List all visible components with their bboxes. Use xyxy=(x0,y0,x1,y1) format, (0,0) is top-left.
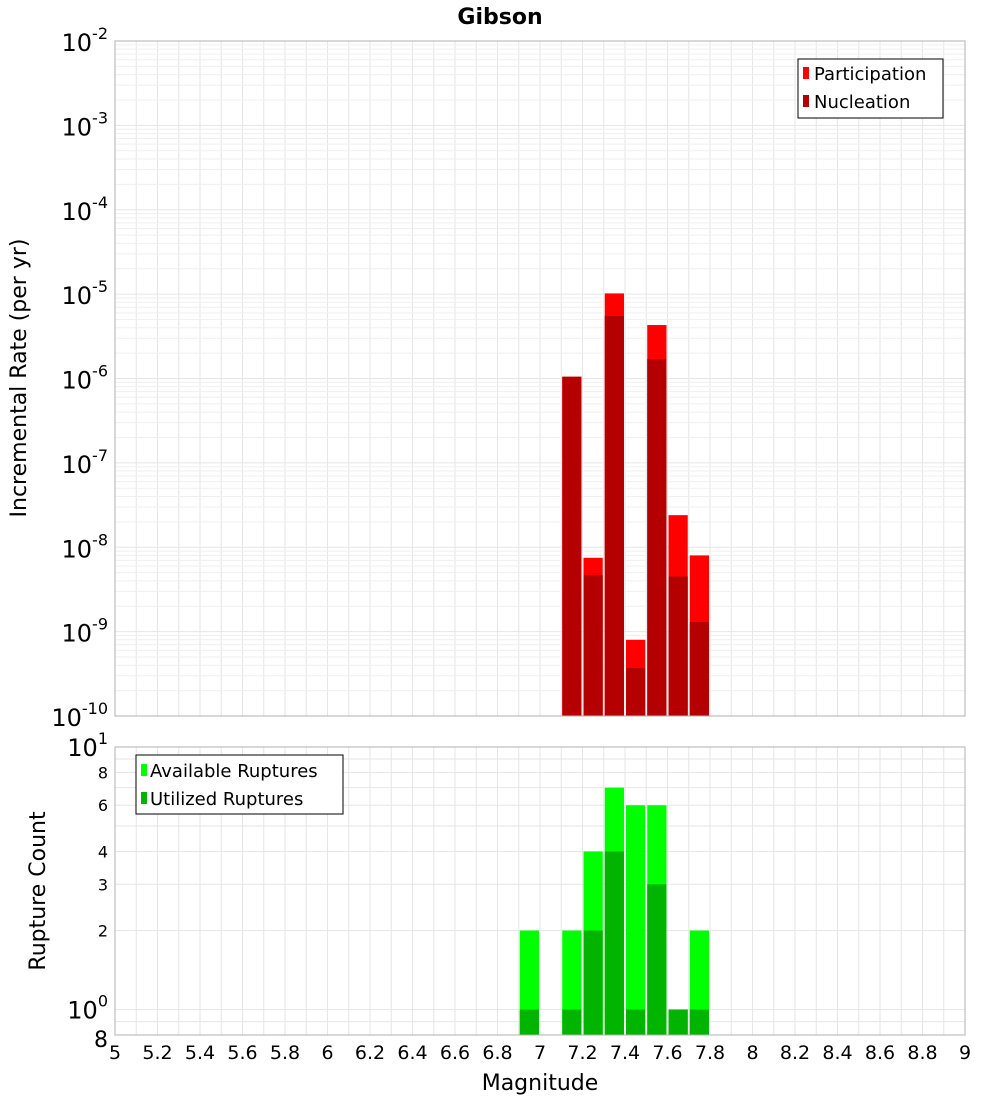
x-tick-label: 5.6 xyxy=(227,1042,257,1064)
bar-utilized-ruptures-m6.95 xyxy=(519,1009,539,1035)
bar-utilized-ruptures-m7.45 xyxy=(626,1009,646,1035)
legend-swatch-participation xyxy=(803,67,809,79)
bar-available-ruptures-m7.75 xyxy=(689,930,709,1035)
bar-available-ruptures-m6.95 xyxy=(519,930,539,1035)
bottom-y-tick-label: 6 xyxy=(98,796,108,815)
legend-label-nucleation: Nucleation xyxy=(814,92,910,113)
legend-label-available-ruptures: Available Ruptures xyxy=(150,761,318,782)
top-y-tick-label: 10-8 xyxy=(62,530,109,563)
top-y-tick-label: 10-5 xyxy=(62,277,109,310)
x-tick-label: 8 xyxy=(746,1042,758,1064)
bar-available-ruptures-m7.15 xyxy=(562,930,582,1035)
bottom-y-tick-label: 4 xyxy=(98,842,108,861)
x-tick-label: 8.4 xyxy=(822,1042,852,1064)
legend-swatch-available-ruptures xyxy=(141,764,147,776)
x-tick-label: 6.8 xyxy=(482,1042,512,1064)
bar-available-ruptures-m7.45 xyxy=(626,805,646,1035)
x-tick-label: 7.4 xyxy=(610,1042,640,1064)
bottom-bars xyxy=(519,787,709,1035)
bar-nucleation-m7.45 xyxy=(626,668,646,716)
bar-utilized-ruptures-m7.35 xyxy=(604,851,624,1035)
bar-utilized-ruptures-m7.25 xyxy=(583,930,603,1035)
x-tick-label: 6.4 xyxy=(397,1042,427,1064)
top-y-tick-label: 10-9 xyxy=(62,615,109,648)
legend-swatch-utilized-ruptures xyxy=(141,792,147,804)
bottom-plot-area xyxy=(114,746,966,1036)
bottom-y-tick-label: 8 xyxy=(98,763,108,782)
top-y-tick-labels: 10-2 10-3 10-4 10-5 10-6 10-7 10-8 10-9 10-10 xyxy=(51,24,108,732)
bottom-y-tick-label: 101 xyxy=(67,729,108,762)
legend-label-utilized-ruptures: Utilized Ruptures xyxy=(150,789,303,810)
bottom-y-tick-label: 3 xyxy=(98,875,108,894)
x-tick-label: 8.2 xyxy=(780,1042,810,1064)
top-bars xyxy=(562,293,709,716)
bar-nucleation-m7.35 xyxy=(604,316,624,716)
top-legend: Participation Nucleation xyxy=(797,58,944,119)
bar-utilized-ruptures-m7.75 xyxy=(689,1009,709,1035)
top-legend-box xyxy=(797,58,944,119)
x-tick-label: 5.8 xyxy=(270,1042,300,1064)
x-tick-label: 8.8 xyxy=(907,1042,937,1064)
bottom-y-tick-label: 8 xyxy=(94,1028,108,1053)
x-tick-label: 6.2 xyxy=(355,1042,385,1064)
legend-swatch-nucleation xyxy=(803,95,809,107)
legend-label-participation: Participation xyxy=(814,64,926,85)
top-y-axis-label: Incremental Rate (per yr) xyxy=(7,239,32,518)
top-y-tick-label: 10-10 xyxy=(51,699,108,732)
bar-utilized-ruptures-m7.65 xyxy=(668,1009,688,1035)
bottom-legend-box xyxy=(135,754,344,815)
bottom-y-tick-label: 2 xyxy=(98,922,108,941)
bar-utilized-ruptures-m7.55 xyxy=(647,884,667,1035)
top-y-tick-label: 10-7 xyxy=(62,446,109,479)
top-y-tick-label: 10-2 xyxy=(62,24,109,57)
bar-nucleation-m7.25 xyxy=(583,574,603,716)
x-tick-labels: 5 5.2 5.4 5.6 5.8 6 6.2 6.4 6.6 6.8 7 7.2 7.4 7.6 7.8 8… xyxy=(109,1042,971,1064)
x-tick-label: 5 xyxy=(109,1042,121,1064)
x-tick-label: 6 xyxy=(321,1042,333,1064)
x-tick-label: 8.6 xyxy=(865,1042,895,1064)
bar-utilized-ruptures-m7.15 xyxy=(562,1009,582,1035)
top-y-tick-label: 10-6 xyxy=(62,362,109,395)
x-tick-label: 5.2 xyxy=(142,1042,172,1064)
bottom-y-axis-label: Rupture Count xyxy=(26,811,51,971)
top-y-tick-label: 10-4 xyxy=(62,193,109,226)
x-tick-label: 7.2 xyxy=(567,1042,597,1064)
bottom-y-tick-label: 100 xyxy=(67,992,108,1025)
chart-title: Gibson xyxy=(457,5,542,30)
bar-nucleation-m7.55 xyxy=(647,359,667,716)
x-axis-label: Magnitude xyxy=(482,1071,599,1096)
x-tick-label: 9 xyxy=(959,1042,971,1064)
bar-nucleation-m7.15 xyxy=(562,376,582,716)
bar-nucleation-m7.65 xyxy=(668,576,688,716)
x-tick-label: 7.6 xyxy=(652,1042,682,1064)
bottom-legend: Available Ruptures Utilized Ruptures xyxy=(135,754,344,815)
bar-nucleation-m7.75 xyxy=(689,622,709,716)
x-tick-label: 7.8 xyxy=(695,1042,725,1064)
x-tick-label: 5.4 xyxy=(185,1042,215,1064)
x-tick-label: 6.6 xyxy=(440,1042,470,1064)
x-tick-label: 7 xyxy=(534,1042,546,1064)
top-plot-area xyxy=(114,40,966,717)
top-gridlines xyxy=(114,41,966,717)
top-y-tick-label: 10-3 xyxy=(62,108,109,141)
